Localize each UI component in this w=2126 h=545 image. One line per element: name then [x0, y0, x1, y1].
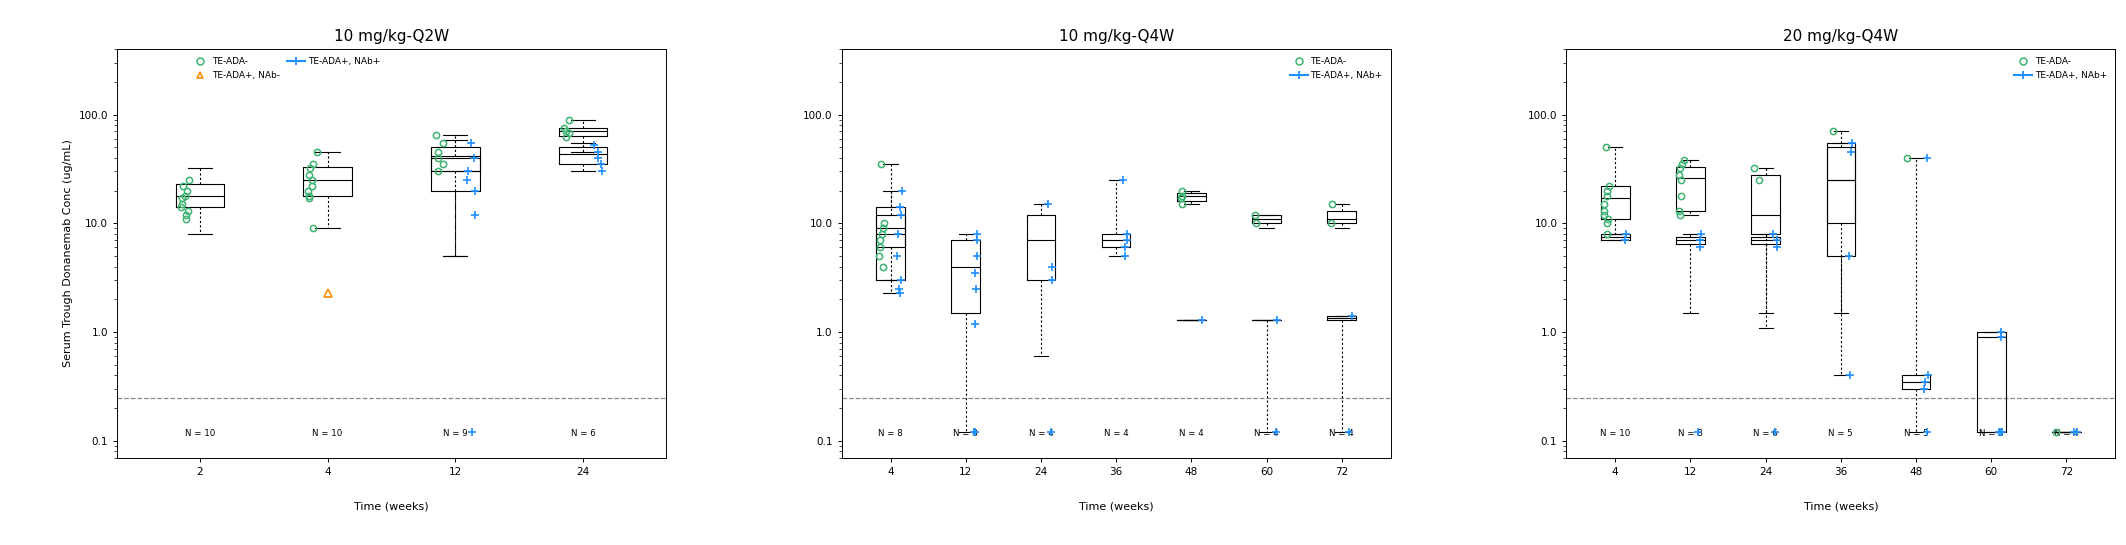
X-axis label: Time (weeks): Time (weeks): [1803, 502, 1877, 512]
Text: N = 4: N = 4: [1029, 429, 1052, 438]
Text: N = 10: N = 10: [313, 429, 342, 438]
Text: N = 8: N = 8: [952, 429, 978, 438]
Legend: TE-ADA-, TE-ADA+, NAb-, TE-ADA+, NAb+: TE-ADA-, TE-ADA+, NAb-, TE-ADA+, NAb+: [187, 53, 383, 83]
Text: N = 5: N = 5: [1903, 429, 1928, 438]
Text: N = 10: N = 10: [185, 429, 215, 438]
Text: N = 9: N = 9: [442, 429, 468, 438]
Text: N = 4: N = 4: [1180, 429, 1203, 438]
Text: N = 8: N = 8: [1677, 429, 1703, 438]
Text: N = 6: N = 6: [570, 429, 595, 438]
Text: N = 5: N = 5: [1828, 429, 1854, 438]
Legend: TE-ADA-, TE-ADA+, NAb+: TE-ADA-, TE-ADA+, NAb+: [1286, 53, 1386, 83]
X-axis label: Time (weeks): Time (weeks): [1078, 502, 1154, 512]
Text: N = 8: N = 8: [878, 429, 904, 438]
Text: N = 4: N = 4: [1329, 429, 1354, 438]
Title: 10 mg/kg-Q4W: 10 mg/kg-Q4W: [1059, 29, 1174, 44]
Legend: TE-ADA-, TE-ADA+, NAb+: TE-ADA-, TE-ADA+, NAb+: [2011, 53, 2111, 83]
Title: 20 mg/kg-Q4W: 20 mg/kg-Q4W: [1784, 29, 1899, 44]
Y-axis label: Serum Trough Donanemab Conc (ug/mL): Serum Trough Donanemab Conc (ug/mL): [64, 140, 72, 367]
Text: N = 4: N = 4: [1103, 429, 1129, 438]
X-axis label: Time (weeks): Time (weeks): [355, 502, 429, 512]
Text: N = 4: N = 4: [2054, 429, 2079, 438]
Text: N = 5: N = 5: [1979, 429, 2003, 438]
Text: N = 6: N = 6: [1754, 429, 1777, 438]
Text: N = 10: N = 10: [1601, 429, 1631, 438]
Title: 10 mg/kg-Q2W: 10 mg/kg-Q2W: [334, 29, 449, 44]
Text: N = 4: N = 4: [1254, 429, 1280, 438]
